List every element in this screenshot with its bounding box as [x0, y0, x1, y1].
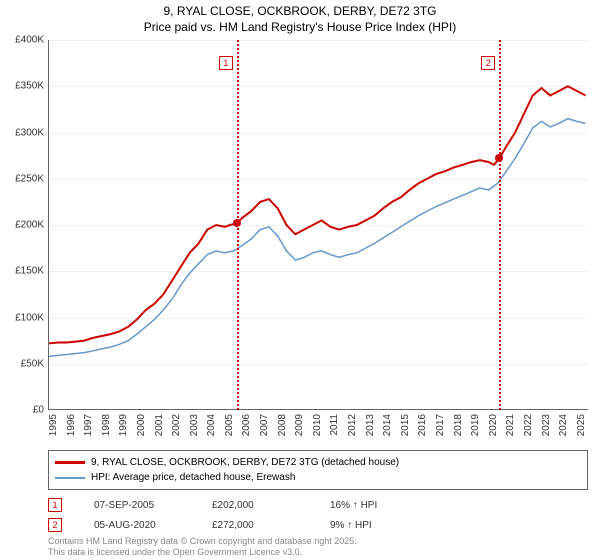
legend-swatch	[55, 477, 85, 479]
plot-area: 12	[48, 40, 588, 410]
annotation-delta: 9% ↑ HPI	[330, 520, 420, 531]
y-tick-label: £400K	[0, 35, 48, 46]
marker-vline	[499, 40, 501, 410]
annotation-price: £202,000	[212, 500, 302, 511]
footer: Contains HM Land Registry data © Crown c…	[48, 536, 357, 558]
annotation-delta: 16% ↑ HPI	[330, 500, 420, 511]
annotation-date: 05-AUG-2020	[94, 520, 184, 531]
legend: 9, RYAL CLOSE, OCKBROOK, DERBY, DE72 3TG…	[48, 450, 588, 490]
price-chart: 9, RYAL CLOSE, OCKBROOK, DERBY, DE72 3TG…	[0, 0, 600, 560]
marker-dot	[495, 154, 503, 162]
y-tick-label: £200K	[0, 220, 48, 231]
line-series-svg	[49, 40, 589, 410]
legend-label: HPI: Average price, detached house, Erew…	[91, 470, 295, 485]
y-tick-label: £100K	[0, 312, 48, 323]
y-tick-label: £300K	[0, 127, 48, 138]
marker-dot	[233, 219, 241, 227]
series-price_paid	[49, 86, 586, 343]
y-tick-label: £0	[0, 405, 48, 416]
legend-swatch	[55, 461, 85, 464]
marker-box: 1	[219, 56, 233, 70]
chart-title-block: 9, RYAL CLOSE, OCKBROOK, DERBY, DE72 3TG…	[0, 0, 600, 37]
legend-label: 9, RYAL CLOSE, OCKBROOK, DERBY, DE72 3TG…	[91, 455, 399, 470]
annotation-marker: 2	[48, 518, 62, 532]
annotation-row-2: 2 05-AUG-2020 £272,000 9% ↑ HPI	[48, 518, 588, 532]
x-tick-label: 2025	[576, 414, 600, 436]
annotation-marker: 1	[48, 498, 62, 512]
series-hpi	[49, 119, 586, 357]
y-tick-label: £50K	[0, 358, 48, 369]
y-tick-label: £250K	[0, 173, 48, 184]
y-tick-label: £150K	[0, 266, 48, 277]
annotation-row-1: 1 07-SEP-2005 £202,000 16% ↑ HPI	[48, 498, 588, 512]
annotation-price: £272,000	[212, 520, 302, 531]
legend-item: HPI: Average price, detached house, Erew…	[55, 470, 581, 485]
x-axis: 1995199619971998199920002001200220032004…	[48, 410, 588, 450]
y-tick-label: £350K	[0, 81, 48, 92]
marker-box: 2	[481, 56, 495, 70]
annotation-date: 07-SEP-2005	[94, 500, 184, 511]
legend-item: 9, RYAL CLOSE, OCKBROOK, DERBY, DE72 3TG…	[55, 455, 581, 470]
chart-title-address: 9, RYAL CLOSE, OCKBROOK, DERBY, DE72 3TG	[0, 4, 600, 20]
footer-copyright: Contains HM Land Registry data © Crown c…	[48, 536, 357, 547]
chart-title-subtitle: Price paid vs. HM Land Registry's House …	[0, 20, 600, 36]
footer-licence: This data is licensed under the Open Gov…	[48, 547, 357, 558]
